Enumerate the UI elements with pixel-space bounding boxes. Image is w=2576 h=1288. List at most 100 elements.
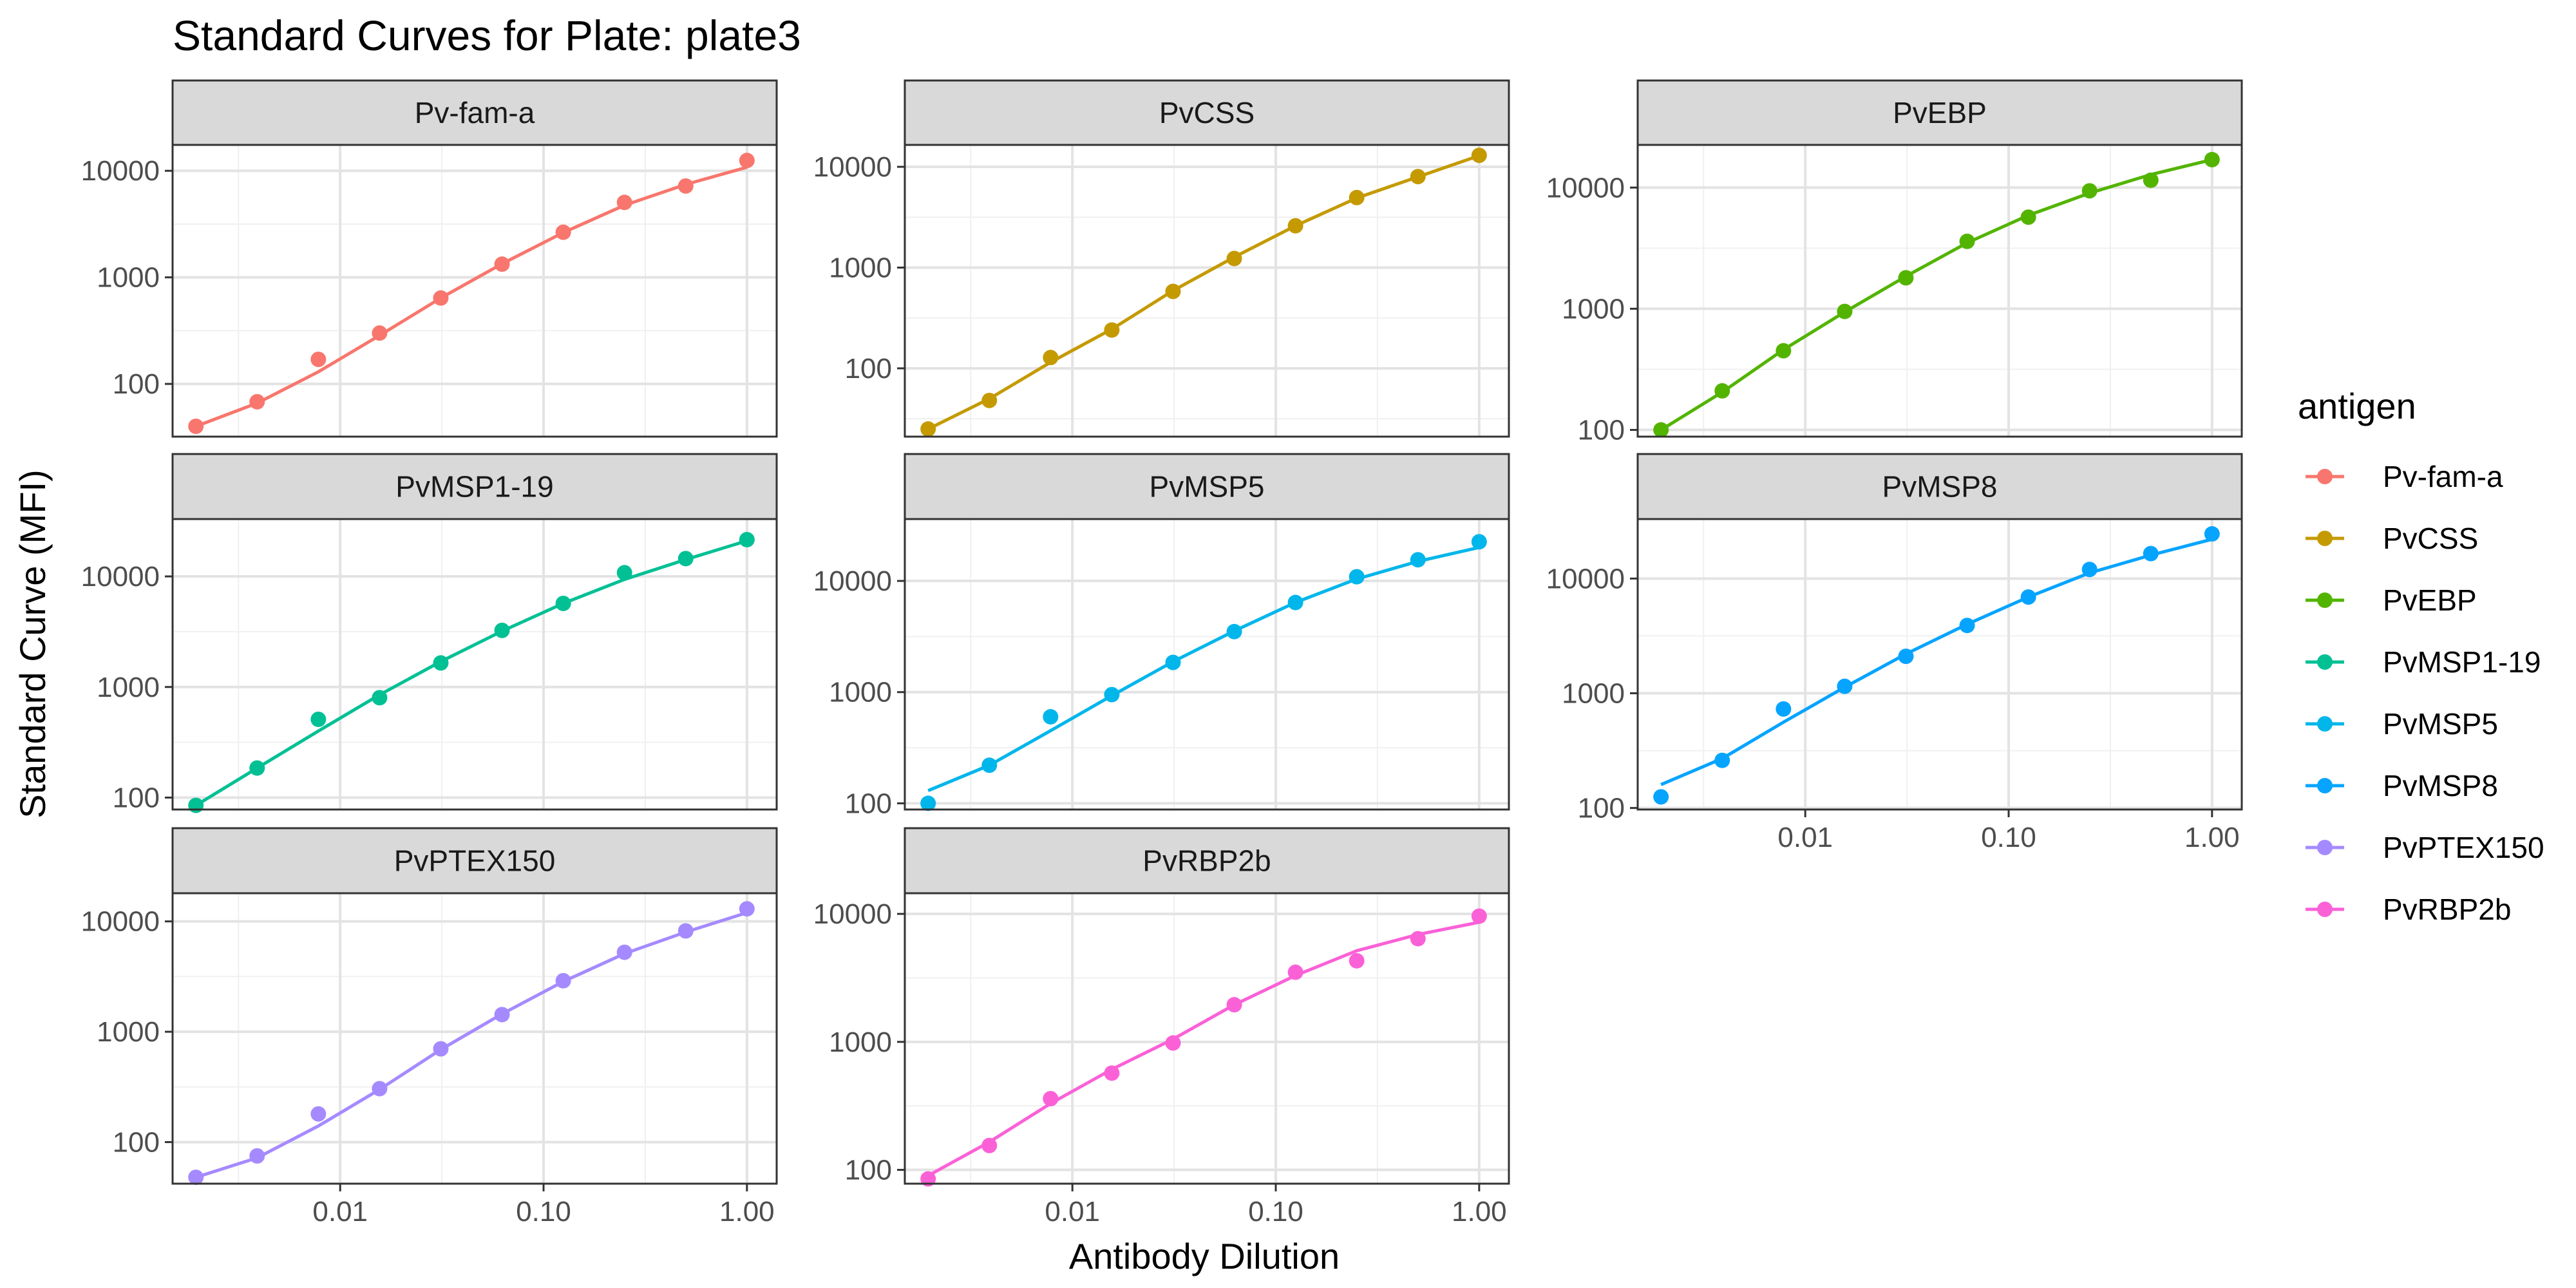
x-tick-label: 1.00 <box>719 1196 775 1227</box>
y-tick-label: 10000 <box>81 155 160 187</box>
facet-strip-label: Pv-fam-a <box>415 96 535 129</box>
legend-key-point <box>2317 840 2333 855</box>
y-tick-label: 100 <box>1578 793 1625 824</box>
panel-background <box>905 893 1509 1184</box>
data-point <box>1104 687 1120 703</box>
y-tick-label: 100 <box>113 782 160 813</box>
facet-pvptex150: 100 1000 10000 0.01 0.10 1.00 PvPTEX150 <box>81 827 778 1227</box>
data-point <box>1104 322 1120 338</box>
facet-strip-label: PvRBP2b <box>1142 844 1271 878</box>
y-tick-label: 10000 <box>1546 172 1625 204</box>
y-tick-label: 100 <box>113 1126 160 1158</box>
legend-label: Pv-fam-a <box>2383 460 2503 493</box>
legend-key-point <box>2317 592 2333 608</box>
fit-line-pvptex150 <box>195 911 748 1179</box>
facet-strip <box>904 453 1510 520</box>
facet-pvmsp1-19: 100 1000 10000 PvMSP1-19 <box>81 453 778 813</box>
legend-key-point <box>2317 654 2333 670</box>
data-point <box>2081 183 2098 199</box>
data-point <box>1837 303 1853 319</box>
data-point <box>1043 1090 1059 1106</box>
data-point <box>1959 618 1975 634</box>
facet-pvmsp8: 100 1000 10000 0.01 0.10 1.00 PvMSP8 <box>1546 453 2243 853</box>
x-tick-label: 0.01 <box>1777 822 1833 853</box>
fit-line-pvmsp5 <box>927 545 1480 793</box>
data-point <box>1776 343 1792 359</box>
data-point <box>1471 534 1487 550</box>
data-point <box>555 595 571 611</box>
x-tick-label: 1.00 <box>2184 822 2240 853</box>
panel-background <box>1638 145 2242 437</box>
facet-strip <box>171 827 778 895</box>
data-point <box>739 153 755 169</box>
data-point <box>1410 552 1426 568</box>
legend-label: PvCSS <box>2383 522 2478 555</box>
legend-label: PvMSP8 <box>2383 769 2498 802</box>
panel-background <box>173 145 777 437</box>
legend-item-pvmsp1-19: PvMSP1-19 <box>2306 645 2541 679</box>
data-point <box>1410 931 1426 947</box>
data-point <box>739 531 755 547</box>
legend-item-pvmsp5: PvMSP5 <box>2306 707 2498 741</box>
legend-label: PvEBP <box>2383 583 2477 617</box>
x-tick-label: 0.01 <box>1045 1196 1100 1227</box>
y-tick-label: 10000 <box>813 565 892 597</box>
data-point <box>188 797 204 813</box>
data-point <box>677 551 694 567</box>
data-point <box>372 690 388 706</box>
data-point <box>1776 701 1792 717</box>
facet-strip <box>1636 79 2243 146</box>
facet-panels: 100100010000Pv-fam-a100100010000PvCSS100… <box>81 79 2243 1227</box>
data-point <box>1714 752 1730 768</box>
legend-label: PvMSP5 <box>2383 707 2498 741</box>
y-tick-label: 10000 <box>81 561 160 592</box>
facet-pv-fam-a: 100 1000 10000 Pv-fam-a <box>81 79 778 438</box>
data-point <box>494 256 510 272</box>
data-point <box>555 972 571 989</box>
facet-strip-label: PvCSS <box>1159 96 1255 129</box>
data-point <box>249 760 265 776</box>
panel-background <box>905 519 1509 810</box>
y-tick-label: 10000 <box>813 898 892 930</box>
data-point <box>1226 997 1242 1013</box>
data-point <box>2143 545 2159 562</box>
y-tick-label: 10000 <box>813 151 892 183</box>
legend-item-pvcss: PvCSS <box>2306 522 2478 555</box>
data-point <box>433 655 449 671</box>
data-point <box>188 1170 204 1186</box>
data-point <box>616 194 632 211</box>
data-point <box>1349 189 1365 205</box>
y-axis-title: Standard Curve (MFI) <box>12 469 53 819</box>
y-tick-label: 100 <box>845 788 892 819</box>
facet-pvcss: 100 1000 10000 PvCSS <box>813 79 1510 438</box>
y-tick-label: 1000 <box>97 1016 160 1048</box>
legend-key-point <box>2317 531 2333 546</box>
legend-key-point <box>2317 716 2333 732</box>
chart-title: Standard Curves for Plate: plate3 <box>173 12 801 59</box>
fit-line-pvmsp8 <box>1660 537 2213 786</box>
data-point <box>2204 526 2220 542</box>
panel-background <box>1638 519 2242 810</box>
facet-strip-label: PvEBP <box>1893 96 1987 129</box>
legend-label: PvPTEX150 <box>2383 831 2544 864</box>
data-point <box>1653 789 1669 805</box>
legend-label: PvRBP2b <box>2383 893 2511 926</box>
legend-item-pvmsp8: PvMSP8 <box>2306 769 2498 802</box>
legend-items: Pv-fam-a PvCSS PvEBP PvMSP1-19 PvMSP5 PvMSP8 P… <box>2306 460 2544 926</box>
data-point <box>920 421 936 437</box>
data-point <box>981 1137 998 1153</box>
data-point <box>616 944 632 960</box>
data-point <box>188 418 204 434</box>
legend-item-pv-fam-a: Pv-fam-a <box>2306 460 2503 493</box>
data-point <box>310 351 327 367</box>
data-point <box>1349 569 1365 585</box>
data-point <box>981 757 998 773</box>
legend-key-point <box>2317 902 2333 917</box>
data-point <box>2020 589 2036 605</box>
data-point <box>1714 383 1730 399</box>
legend: antigen Pv-fam-a PvCSS PvEBP PvMSP1-19 PvMSP… <box>2298 386 2544 926</box>
legend-key-point <box>2317 469 2333 484</box>
data-point <box>1653 422 1669 438</box>
y-tick-label: 10000 <box>1546 563 1625 594</box>
